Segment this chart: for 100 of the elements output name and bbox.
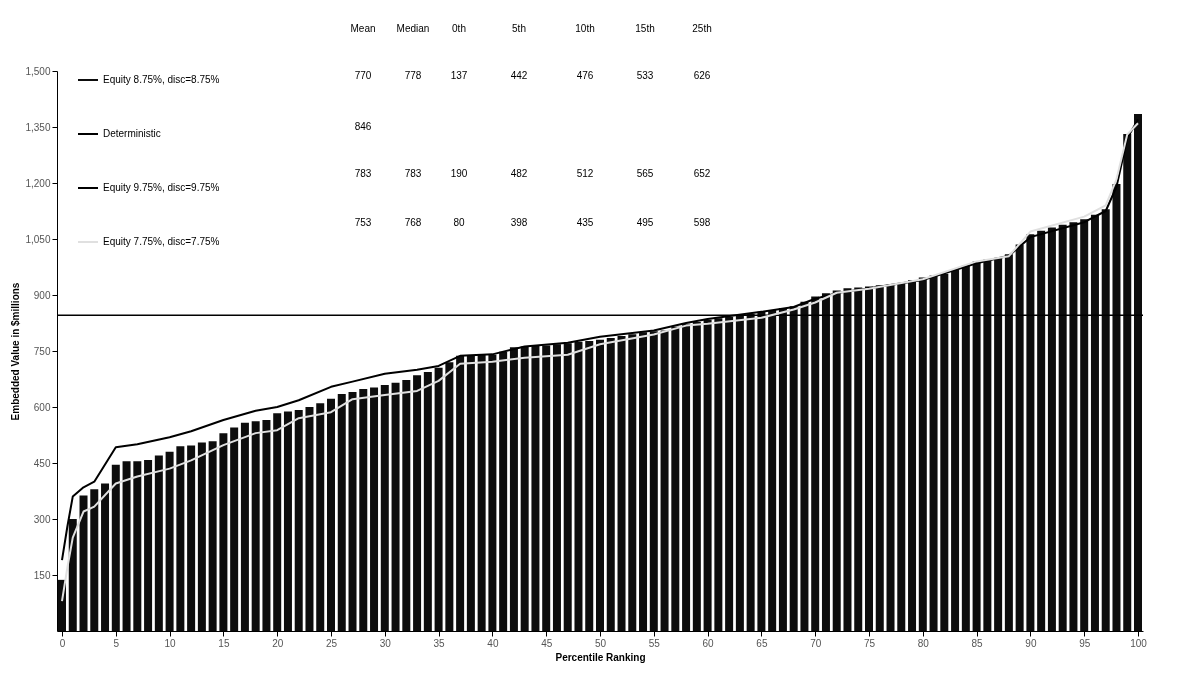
bar [703, 319, 712, 631]
x-tick-label: 0 [59, 637, 66, 649]
bar [897, 283, 906, 631]
bar [466, 355, 475, 631]
bar [509, 347, 518, 631]
bar [757, 311, 766, 631]
y-tick-label: 150 [33, 569, 51, 581]
bar [111, 464, 120, 631]
bar [359, 389, 368, 631]
bar [628, 334, 637, 631]
bar [283, 411, 292, 631]
bar [144, 460, 153, 631]
bar [585, 340, 594, 631]
bar [596, 339, 604, 631]
bar [649, 331, 658, 631]
bar [262, 420, 271, 631]
bar [1015, 244, 1024, 631]
bar [929, 275, 938, 631]
annotation: 435 [576, 217, 594, 228]
bar [746, 313, 755, 631]
annotation: 495 [636, 217, 654, 228]
annotation: 512 [576, 168, 594, 179]
bar [133, 461, 142, 631]
bar [940, 273, 949, 631]
x-axis-title: Percentile Ranking [555, 651, 646, 663]
x-tick-label: 90 [1025, 637, 1037, 649]
bar [714, 318, 723, 631]
y-tick-label: 1,200 [25, 177, 51, 189]
bar [606, 337, 615, 631]
bar [370, 387, 379, 631]
x-tick-label: 15 [218, 637, 230, 649]
bar [380, 384, 389, 631]
text: 0th [452, 23, 466, 34]
bar [1069, 222, 1078, 631]
annotation: 190 [450, 168, 468, 179]
x-tick-label: 45 [541, 637, 553, 649]
bar [1090, 214, 1099, 631]
bar [1004, 254, 1013, 631]
bar [821, 293, 830, 631]
x-tick-label: 60 [702, 637, 715, 649]
annotation: 778 [404, 70, 422, 81]
text: Median [396, 23, 430, 34]
text: 10th [575, 23, 595, 34]
bar [520, 346, 529, 631]
bar [327, 398, 335, 631]
y-tick-label: 1,050 [25, 233, 51, 245]
annotation: 753 [354, 217, 372, 228]
bar [240, 422, 249, 631]
annotation: 398 [510, 217, 528, 228]
bar [197, 442, 206, 631]
bar [208, 441, 217, 631]
bar [423, 371, 432, 631]
bar [542, 345, 551, 631]
bar [1047, 227, 1056, 631]
x-tick-label: 80 [917, 637, 930, 649]
bar [122, 461, 131, 631]
y-tick-label: 1,350 [25, 121, 51, 133]
legend-label: Equity 9.75%, disc=9.75% [103, 182, 220, 193]
y-tick-label: 600 [33, 401, 51, 413]
bar [692, 321, 701, 631]
bar [682, 323, 691, 631]
bar [68, 519, 77, 631]
bar [972, 261, 981, 631]
annotation: 768 [404, 217, 422, 228]
bar [531, 345, 540, 631]
x-tick-label: 25 [325, 637, 338, 649]
bar [886, 284, 895, 631]
x-tick-label: 35 [433, 637, 446, 649]
x-tick-label: 10 [164, 637, 177, 649]
annotation: 137 [450, 70, 468, 81]
bar [639, 332, 648, 631]
bar [735, 315, 744, 631]
x-tick-label: 70 [810, 637, 822, 649]
bar [251, 421, 260, 631]
legend-label: Equity 8.75%, disc=8.75% [103, 74, 220, 85]
bar [983, 259, 992, 631]
x-tick-label: 5 [113, 637, 120, 649]
bar [348, 392, 357, 631]
annotation: 598 [693, 217, 711, 228]
y-tick-label: 750 [33, 345, 51, 357]
text: 25th [692, 23, 712, 34]
bar [1123, 134, 1132, 631]
x-tick-label: 55 [648, 637, 661, 649]
bar [800, 301, 809, 631]
x-tick-label: 100 [1130, 637, 1148, 649]
bar [908, 280, 917, 631]
bar [552, 344, 561, 631]
bar [961, 265, 970, 631]
bar [1112, 184, 1121, 631]
bar [1037, 230, 1046, 631]
bar [875, 285, 884, 631]
bar [391, 382, 400, 631]
bar [1026, 234, 1035, 631]
bar [90, 489, 99, 631]
bar [563, 343, 572, 631]
legend-label: Deterministic [103, 128, 161, 139]
bar [477, 354, 486, 631]
bar [671, 326, 680, 631]
x-tick-label: 95 [1079, 637, 1091, 649]
x-tick-label: 50 [594, 637, 607, 649]
